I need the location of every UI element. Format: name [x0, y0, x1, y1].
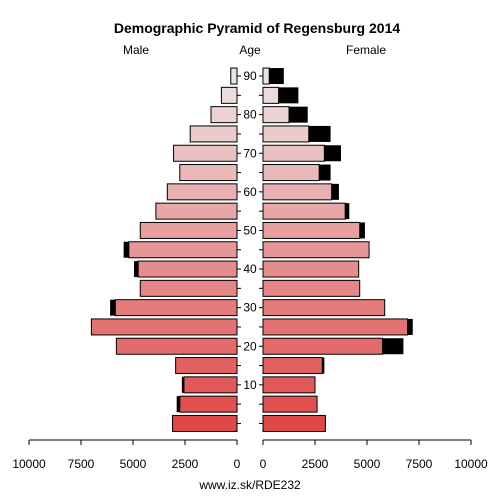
female-bar-0-4: [262, 414, 326, 432]
female-foreign-bar-70-74: [324, 145, 341, 162]
female-header: Female: [346, 43, 386, 57]
female-bar-80-84: [262, 106, 290, 124]
female-bar-45-49: [262, 241, 370, 259]
female-x-tick-label-0: 0: [260, 457, 267, 471]
age-label-30: 30: [243, 301, 257, 315]
male-bar-80-84: [210, 106, 238, 124]
female-bar-50-54: [262, 221, 361, 239]
male-x-tick-label-5000: 5000: [120, 457, 147, 471]
footer-url: www.iz.sk/RDE232: [198, 478, 301, 492]
female-foreign-bar-75-79: [308, 125, 331, 142]
age-label-20: 20: [243, 339, 257, 353]
male-x-tick-label-0: 0: [234, 457, 241, 471]
male-bar-70-74: [173, 144, 238, 162]
female-bar-75-79: [262, 125, 310, 143]
bars-group: [90, 67, 413, 432]
female-bar-85-89: [262, 86, 280, 104]
female-foreign-bar-55-59: [345, 203, 350, 220]
male-bar-75-79: [189, 125, 238, 143]
female-bar-90+: [262, 67, 270, 85]
female-foreign-bar-15-19: [322, 357, 325, 374]
male-bar-20-24: [115, 337, 238, 355]
male-bar-55-59: [155, 202, 238, 220]
male-foreign-bar-10-14: [181, 376, 184, 393]
male-foreign-bar-30-34: [110, 299, 116, 316]
female-bar-55-59: [262, 202, 346, 220]
male-foreign-bar-40-44: [134, 261, 139, 278]
female-bar-60-64: [262, 183, 333, 201]
age-header: Age: [239, 43, 261, 57]
female-foreign-bar-65-69: [319, 164, 331, 181]
female-bar-20-24: [262, 337, 384, 355]
age-label-10: 10: [243, 378, 257, 392]
female-x-tick-label-2500: 2500: [302, 457, 329, 471]
age-label-50: 50: [243, 223, 257, 237]
female-bar-10-14: [262, 376, 316, 394]
male-x-tick-label-2500: 2500: [172, 457, 199, 471]
female-x-tick-label-5000: 5000: [354, 457, 381, 471]
female-foreign-bar-60-64: [331, 183, 339, 200]
male-bar-0-4: [172, 414, 238, 432]
age-label-60: 60: [243, 185, 257, 199]
male-bar-15-19: [175, 357, 238, 375]
male-bar-60-64: [166, 183, 238, 201]
male-bar-5-9: [179, 395, 238, 413]
female-bar-35-39: [262, 279, 361, 297]
age-label-80: 80: [243, 108, 257, 122]
female-foreign-bar-80-84: [289, 106, 308, 123]
male-foreign-bar-5-9: [176, 396, 180, 413]
male-foreign-bar-45-49: [123, 241, 129, 258]
age-label-40: 40: [243, 262, 257, 276]
male-bar-90+: [230, 67, 238, 85]
chart-title: Demographic Pyramid of Regensburg 2014: [114, 20, 401, 36]
female-bar-25-29: [262, 318, 409, 336]
female-bar-5-9: [262, 395, 318, 413]
female-bar-40-44: [262, 260, 360, 278]
female-bar-15-19: [262, 357, 323, 375]
female-x-tick-label-10000: 10000: [454, 457, 488, 471]
male-bar-85-89: [220, 86, 238, 104]
age-label-70: 70: [243, 146, 257, 160]
male-x-tick-label-7500: 7500: [68, 457, 95, 471]
female-foreign-bar-50-54: [359, 222, 365, 239]
age-label-90: 90: [243, 69, 257, 83]
male-bar-25-29: [90, 318, 238, 336]
female-x-tick-label-7500: 7500: [406, 457, 433, 471]
axes-group: 10 20 30 40 50 60 70 80 90 10000 7500 5000 2500 0 0 250…: [12, 69, 488, 471]
male-bar-35-39: [139, 279, 238, 297]
male-bar-40-44: [137, 260, 238, 278]
male-bar-10-14: [183, 376, 238, 394]
female-foreign-bar-25-29: [407, 318, 413, 335]
female-bar-30-34: [262, 299, 386, 317]
female-foreign-bar-90+: [269, 68, 284, 85]
male-x-tick-label-10000: 10000: [12, 457, 46, 471]
male-bar-30-34: [114, 299, 238, 317]
male-header: Male: [123, 43, 149, 57]
male-bar-50-54: [139, 221, 238, 239]
male-bar-65-69: [179, 164, 238, 182]
male-bar-45-49: [128, 241, 238, 259]
female-bar-65-69: [262, 164, 320, 182]
female-bar-70-74: [262, 144, 325, 162]
female-foreign-bar-85-89: [278, 87, 299, 104]
female-foreign-bar-20-24: [382, 338, 404, 355]
